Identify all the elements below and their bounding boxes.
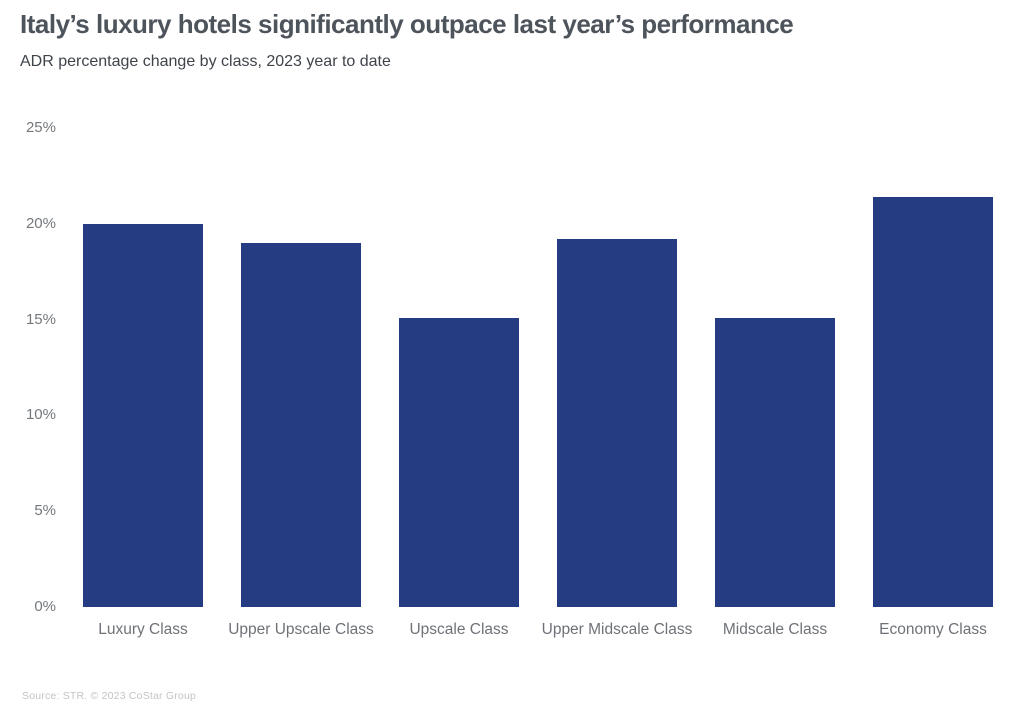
x-category-label: Upper Upscale Class <box>228 621 374 638</box>
plot-area <box>64 128 1012 607</box>
y-tick-label: 5% <box>34 502 56 520</box>
x-category-label: Economy Class <box>879 621 987 638</box>
x-axis: Luxury Class Upper Upscale Class Upscale C… <box>64 621 1012 639</box>
x-category-label: Upper Midscale Class <box>541 621 693 638</box>
bar-column <box>696 128 854 607</box>
y-tick-label: 15% <box>25 310 56 328</box>
bar-luxury-class <box>82 223 204 607</box>
chart-title: Italy’s luxury hotels significantly outp… <box>20 9 794 39</box>
chart-subtitle: ADR percentage change by class, 2023 yea… <box>20 53 391 70</box>
y-tick-label: 0% <box>34 598 56 615</box>
y-tick-label: 25% <box>25 119 56 136</box>
bar-economy-class <box>872 196 994 607</box>
y-tick-label: 20% <box>25 214 56 232</box>
bar-upper-upscale-class <box>240 242 362 607</box>
bar-upscale-class <box>398 317 520 607</box>
y-tick-label: 10% <box>25 406 56 424</box>
x-category-label: Upscale Class <box>409 621 509 638</box>
x-category-label: Midscale Class <box>722 621 828 638</box>
y-axis: 0% 5% 10% 15% 20% 25% <box>0 119 56 615</box>
bar-column <box>380 128 538 607</box>
bar-column <box>538 128 696 607</box>
x-category-label: Luxury Class <box>98 621 188 638</box>
source-note: Source: STR. © 2023 CoStar Group <box>22 690 197 702</box>
bar-column <box>64 128 222 607</box>
bar-column <box>854 128 1012 607</box>
bar-column <box>222 128 380 607</box>
bar-midscale-class <box>714 317 836 607</box>
bar-upper-midscale-class <box>556 239 678 607</box>
